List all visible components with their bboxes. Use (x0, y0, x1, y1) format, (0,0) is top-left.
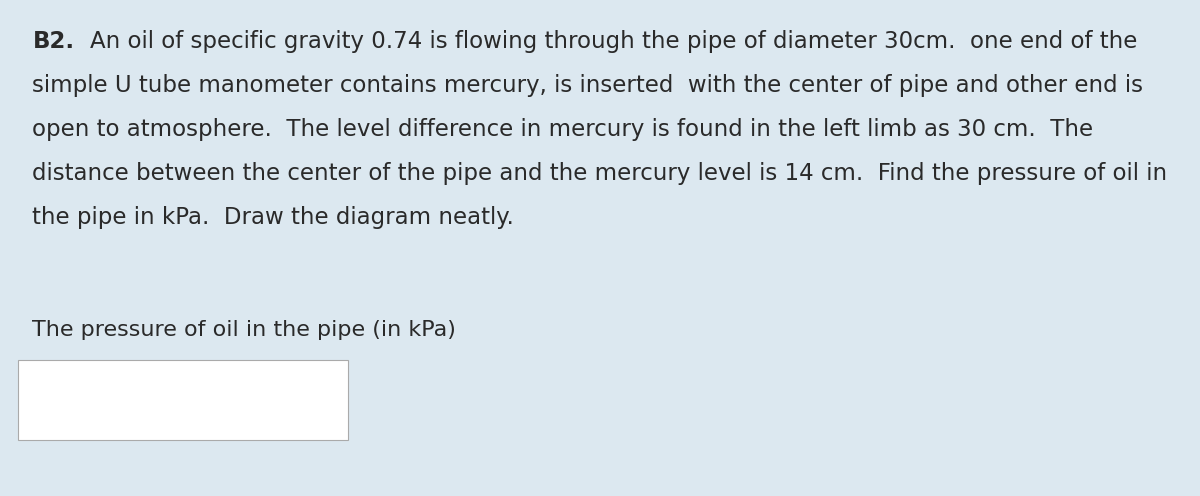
Text: open to atmosphere.  The level difference in mercury is found in the left limb a: open to atmosphere. The level difference… (32, 118, 1093, 141)
Bar (18, 360, 348, 440)
Text: An oil of specific gravity 0.74 is flowing through the pipe of diameter 30cm.  o: An oil of specific gravity 0.74 is flowi… (90, 30, 1138, 53)
Text: B2.: B2. (32, 30, 74, 53)
Text: simple U tube manometer contains mercury, is inserted  with the center of pipe a: simple U tube manometer contains mercury… (32, 74, 1144, 97)
Text: distance between the center of the pipe and the mercury level is 14 cm.  Find th: distance between the center of the pipe … (32, 162, 1168, 185)
Text: the pipe in kPa.  Draw the diagram neatly.: the pipe in kPa. Draw the diagram neatly… (32, 206, 515, 229)
Text: The pressure of oil in the pipe (in kPa): The pressure of oil in the pipe (in kPa) (32, 320, 456, 340)
